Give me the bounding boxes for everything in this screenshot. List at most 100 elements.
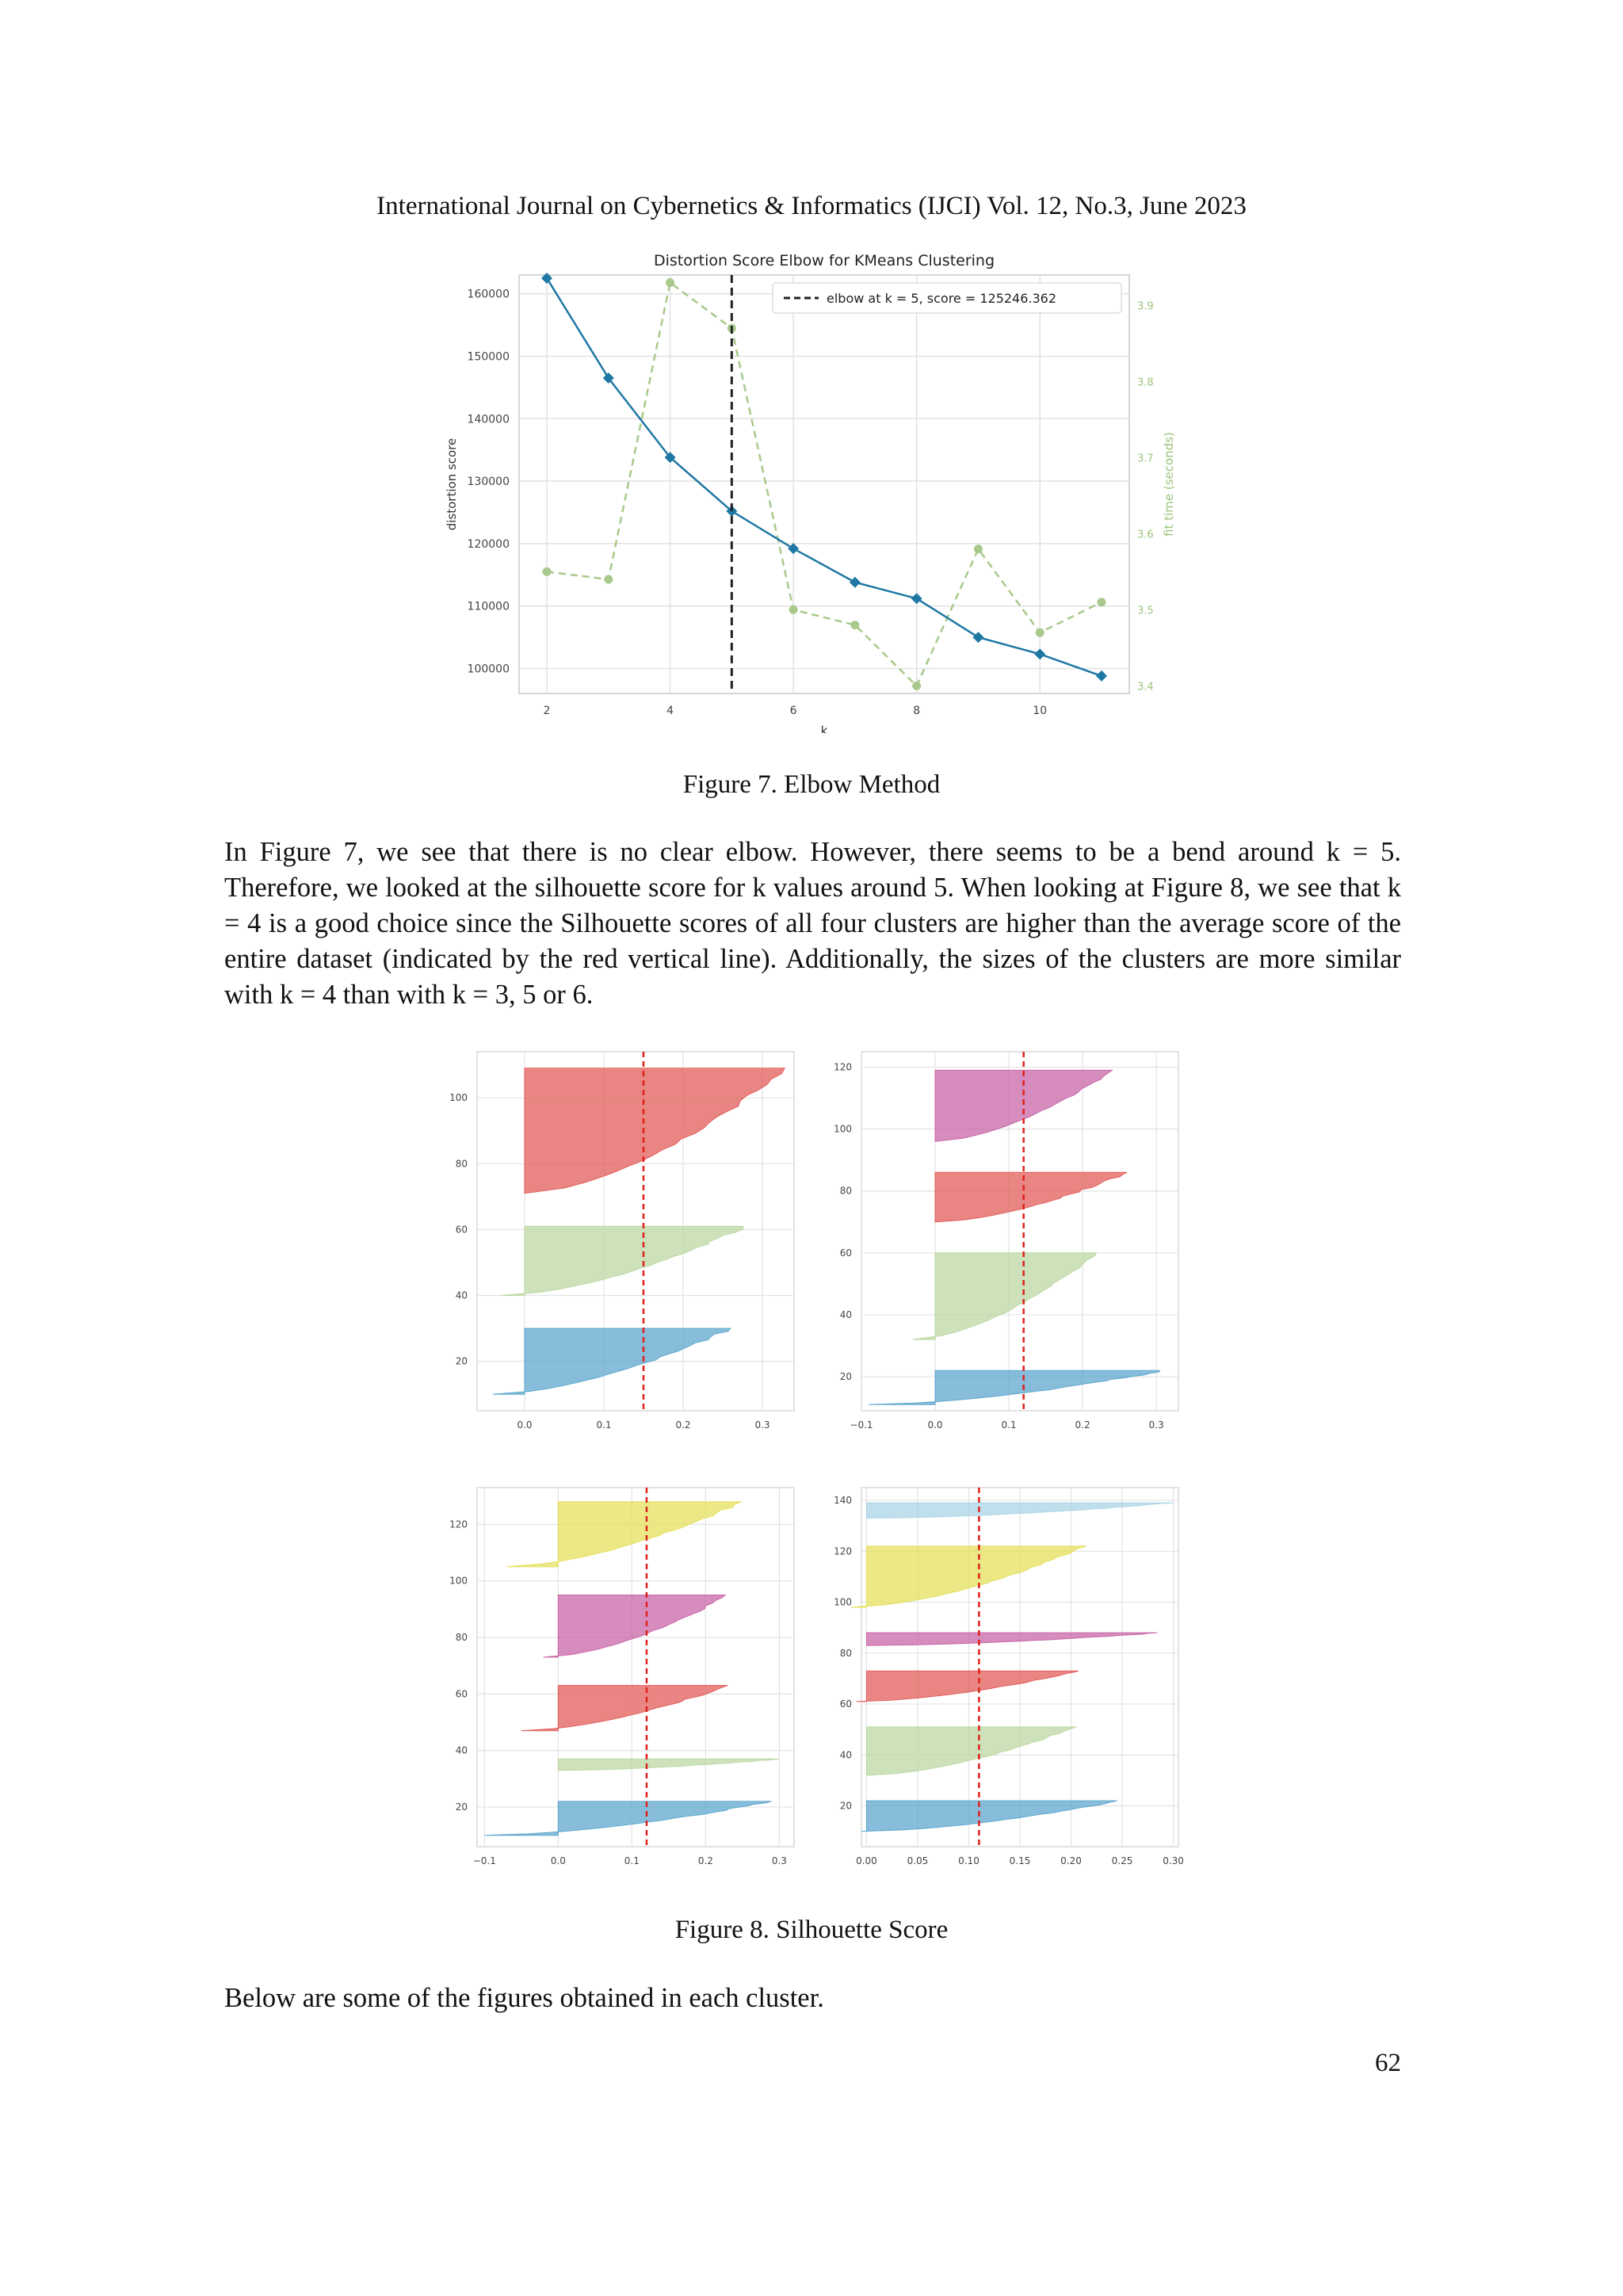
fit-time-point	[1097, 598, 1106, 607]
y-tick-label: 80	[456, 1632, 468, 1643]
plot-area	[518, 274, 1130, 694]
y-tick-label: 80	[456, 1158, 468, 1169]
distortion-point	[1034, 648, 1046, 660]
y-tick-label: 140	[834, 1495, 852, 1506]
page-number: 62	[1375, 2049, 1401, 2077]
plot-area	[476, 1487, 795, 1847]
distortion-point	[911, 593, 922, 605]
x-tick-label: 0.2	[675, 1419, 690, 1431]
silhouette-cluster-2	[500, 1225, 744, 1297]
silhouette-cluster-5	[506, 1501, 742, 1568]
x-tick-label: 0.0	[551, 1855, 566, 1866]
y-tick-label: 20	[840, 1371, 852, 1382]
body-paragraph: In Figure 7, we see that there is no cle…	[224, 837, 1401, 1010]
x-tick-label: 0.30	[1163, 1855, 1184, 1866]
fit-time-point	[912, 681, 922, 690]
running-header: International Journal on Cybernetics & I…	[376, 192, 1247, 220]
y2-tick-label: 3.8	[1137, 376, 1154, 388]
x-tick-label: 0.1	[624, 1855, 640, 1866]
y-tick-label: 120	[834, 1062, 852, 1073]
silhouette-cluster-3	[856, 1670, 1079, 1702]
y-tick-label: 100	[449, 1576, 468, 1587]
y-tick-label: 20	[456, 1356, 468, 1367]
figure7-caption: Figure 7. Elbow Method	[682, 770, 941, 799]
silhouette-cluster-2	[557, 1758, 780, 1771]
distortion-line	[545, 277, 1102, 678]
silhouette-cluster-2	[865, 1726, 1077, 1776]
silhouette-cluster-4	[865, 1632, 1158, 1646]
distortion-point	[972, 632, 984, 644]
y2-tick-label: 3.7	[1137, 453, 1154, 464]
x-tick-label: 4	[666, 705, 674, 717]
body-paragraph-2: Below are some of the figures obtained i…	[224, 1983, 824, 2013]
fit-time-point	[1035, 628, 1044, 637]
chart-title: Distortion Score Elbow for KMeans Cluste…	[654, 252, 995, 269]
fit-time-point	[542, 567, 552, 576]
y-tick-label: 60	[456, 1224, 468, 1235]
distortion-point	[602, 372, 614, 384]
x-tick-label: 0.1	[596, 1419, 611, 1431]
x-axis-label: k	[821, 724, 828, 733]
x-tick-label: 2	[544, 705, 551, 717]
x-tick-label: 10	[1033, 705, 1047, 717]
y-tick-label: 60	[840, 1698, 852, 1710]
silhouette-plot-k4: −0.1 0.0 0.1 0.2 0.3 20 40 60 80 100 120	[834, 1051, 1179, 1431]
y-tick-label: 80	[840, 1648, 852, 1659]
silhouette-plot-k3: 0.0 0.1 0.2 0.3 20 40 60 80 100	[449, 1051, 795, 1431]
y-tick-label: 140000	[468, 413, 510, 426]
y-tick-label: 120000	[468, 538, 510, 551]
y2-tick-label: 3.6	[1137, 529, 1154, 541]
silhouette-cluster-4	[543, 1595, 727, 1658]
x-tick-label: 0.00	[856, 1855, 877, 1866]
y-tick-label: 120	[834, 1545, 852, 1557]
silhouette-cluster-1	[869, 1370, 1161, 1405]
x-tick-label: 0.05	[907, 1855, 929, 1866]
x-tick-label: 8	[913, 705, 920, 717]
x-tick-label: 0.2	[698, 1855, 713, 1866]
y-tick-label: 100000	[468, 663, 510, 675]
y-tick-label: 100	[834, 1597, 852, 1608]
fit-time-point	[789, 605, 798, 614]
y-tick-label: 40	[456, 1745, 468, 1756]
x-tick-label: 0.0	[517, 1419, 532, 1431]
silhouette-cluster-1	[861, 1800, 1117, 1832]
distortion-point	[849, 576, 861, 588]
x-tick-label: 0.3	[772, 1855, 787, 1866]
fit-time-point	[604, 575, 613, 584]
silhouette-cluster-4	[934, 1069, 1113, 1142]
y-tick-label: 60	[456, 1688, 468, 1699]
fit-time-line	[546, 281, 1102, 688]
y2-tick-label: 3.9	[1137, 300, 1154, 312]
x-tick-label: −0.1	[473, 1855, 496, 1866]
y-tick-label: 40	[456, 1290, 468, 1301]
y-tick-label: 80	[840, 1186, 852, 1197]
y-tick-label: 40	[840, 1309, 852, 1320]
y-tick-label: 100	[834, 1124, 852, 1135]
elbow-chart: Distortion Score Elbow for KMeans Cluste…	[445, 252, 1176, 733]
y-tick-label: 40	[840, 1749, 852, 1760]
silhouette-plot-k6: 0.00 0.05 0.10 0.15 0.20 0.25 0.30 20 40 60 80 100 1…	[834, 1487, 1184, 1866]
x-tick-label: 0.20	[1060, 1855, 1082, 1866]
distortion-point	[664, 452, 676, 464]
x-tick-label: 0.10	[958, 1855, 980, 1866]
fit-time-point	[850, 621, 860, 630]
x-tick-label: −0.1	[850, 1419, 873, 1431]
x-tick-label: 0.25	[1112, 1855, 1133, 1866]
silhouette-cluster-1	[484, 1801, 772, 1836]
silhouette-cluster-3	[524, 1068, 786, 1194]
y-tick-label: 130000	[468, 476, 510, 488]
distortion-point	[788, 543, 800, 555]
y-tick-label: 20	[456, 1801, 468, 1813]
y-tick-label: 60	[840, 1247, 852, 1259]
y-axis-label: distortion score	[445, 438, 459, 531]
x-tick-label: 0.1	[1001, 1419, 1016, 1431]
y2-tick-label: 3.5	[1137, 605, 1154, 617]
silhouette-cluster-5	[851, 1545, 1087, 1608]
fit-time-point	[973, 544, 983, 554]
legend-label: elbow at k = 5, score = 125246.362	[827, 291, 1056, 306]
y-tick-label: 110000	[468, 601, 510, 613]
x-tick-label: 0.3	[1149, 1419, 1164, 1431]
x-tick-label: 0.3	[754, 1419, 769, 1431]
y-tick-label: 100	[449, 1092, 468, 1103]
figure8-caption: Figure 8. Silhouette Score	[674, 1916, 949, 1944]
